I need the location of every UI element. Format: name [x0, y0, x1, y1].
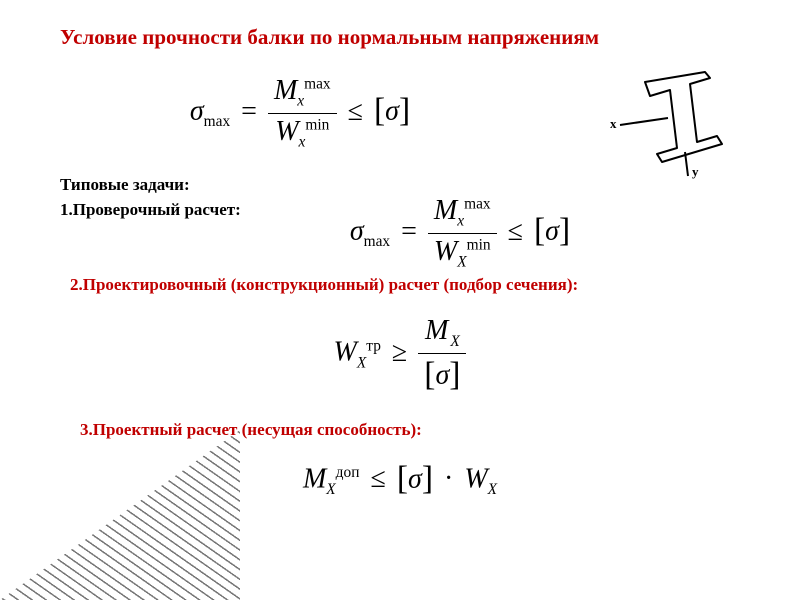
formula-1: σmax = Mxmax WXmin ≤ [σ]	[300, 195, 620, 271]
heading-2: 2.Проектировочный (конструкционный) расч…	[0, 275, 578, 295]
sigma: σ	[190, 96, 204, 127]
ibeam-diagram: x y	[610, 70, 730, 180]
formula-main: σmax = Mxmax Wxmin ≤ [σ]	[0, 75, 600, 151]
heading-typical: Типовые задачи:	[0, 175, 190, 195]
heading-1: 1.Проверочный расчет:	[0, 200, 241, 220]
axis-x-text: x	[610, 116, 617, 132]
page-title: Условие прочности балки по нормальным на…	[0, 0, 800, 50]
formula-2: WXтр ≥ MX [σ]	[0, 315, 800, 394]
corner-hatch-decoration	[0, 430, 240, 600]
axis-y-text: y	[692, 164, 699, 180]
fraction: Mxmax Wxmin	[268, 75, 337, 151]
